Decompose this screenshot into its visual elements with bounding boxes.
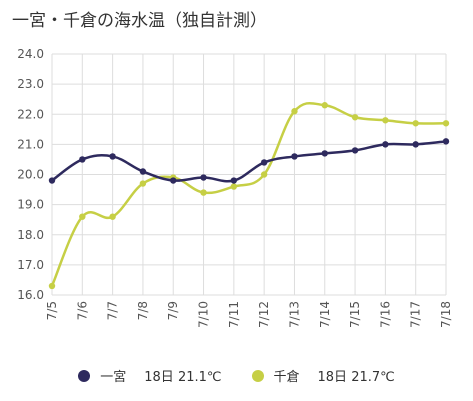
data-point: [260, 159, 268, 166]
data-point: [230, 177, 238, 184]
y-tick-label: 16.0: [17, 288, 44, 302]
data-point: [79, 213, 86, 220]
x-tick-label: 7/15: [348, 301, 362, 328]
data-point: [200, 189, 207, 196]
data-point: [260, 171, 268, 178]
data-point: [48, 177, 56, 184]
x-tick-label: 7/5: [45, 301, 59, 320]
line-chart: 16.0 17.0 18.0 19.0 20.0 21.0 22.0 23.0 24.0 7/5…: [17, 47, 453, 328]
data-point: [230, 183, 238, 190]
data-point: [109, 213, 116, 220]
x-tick-label: 7/6: [75, 301, 89, 320]
legend-marker-chikura: [251, 369, 264, 382]
series-group: [48, 101, 450, 290]
legend-item-ichinomiya[interactable]: 一宮 18日 21.1℃: [78, 366, 222, 385]
data-point: [351, 147, 359, 154]
x-axis-ticks: 7/5 7/6 7/7 7/8 7/9 7/10 7/11 7/12 7/13 7/14 7/15 7…: [45, 301, 453, 328]
data-point: [291, 153, 298, 160]
y-axis-ticks: 16.0 17.0 18.0 19.0 20.0 21.0 22.0 23.0 24.0: [17, 47, 44, 302]
x-tick-label: 7/11: [227, 301, 241, 328]
data-point: [382, 141, 389, 148]
data-point: [412, 141, 419, 148]
x-tick-label: 7/17: [409, 301, 423, 328]
data-point: [291, 108, 298, 115]
data-point: [79, 156, 86, 163]
data-point: [321, 102, 328, 109]
y-tick-label: 17.0: [17, 258, 44, 272]
legend-value: 18日 21.7℃: [317, 370, 395, 385]
y-tick-label: 24.0: [17, 47, 44, 61]
series-line-ichinomiya: [51, 140, 447, 183]
y-tick-label: 21.0: [17, 137, 44, 151]
legend-value: 18日 21.1℃: [144, 370, 222, 385]
x-tick-label: 7/18: [439, 301, 453, 328]
chart-title: 一宮・千倉の海水温（独自計測）: [12, 11, 267, 31]
x-tick-label: 7/12: [257, 301, 271, 328]
data-point: [382, 117, 389, 124]
legend-label: 一宮: [100, 370, 127, 385]
data-point: [442, 138, 450, 145]
x-tick-label: 7/16: [378, 301, 392, 328]
y-tick-label: 22.0: [17, 107, 44, 121]
x-tick-label: 7/9: [166, 301, 180, 320]
legend-item-chikura[interactable]: 千倉 18日 21.7℃: [251, 366, 395, 385]
data-point: [170, 177, 177, 184]
legend: 一宮 18日 21.1℃ 千倉 18日 21.7℃: [0, 366, 473, 385]
y-tick-label: 18.0: [17, 228, 44, 242]
x-tick-label: 7/10: [197, 301, 211, 328]
data-point: [442, 120, 450, 127]
data-point: [48, 282, 56, 290]
x-tick-label: 7/7: [106, 301, 120, 320]
y-tick-label: 19.0: [17, 198, 44, 212]
y-tick-label: 20.0: [17, 168, 44, 182]
data-point: [351, 114, 359, 121]
x-tick-label: 7/13: [287, 301, 301, 328]
x-tick-label: 7/14: [318, 301, 332, 328]
series-line-chikura: [50, 101, 447, 287]
legend-label: 千倉: [273, 370, 300, 385]
data-point: [139, 168, 147, 175]
data-point: [321, 150, 328, 157]
grid: [51, 53, 447, 296]
x-tick-label: 7/8: [136, 301, 150, 320]
data-point: [109, 153, 116, 160]
data-point: [412, 120, 419, 127]
y-tick-label: 23.0: [17, 77, 44, 91]
legend-marker-ichinomiya: [78, 369, 91, 382]
data-point: [139, 180, 147, 187]
data-point: [200, 174, 207, 181]
